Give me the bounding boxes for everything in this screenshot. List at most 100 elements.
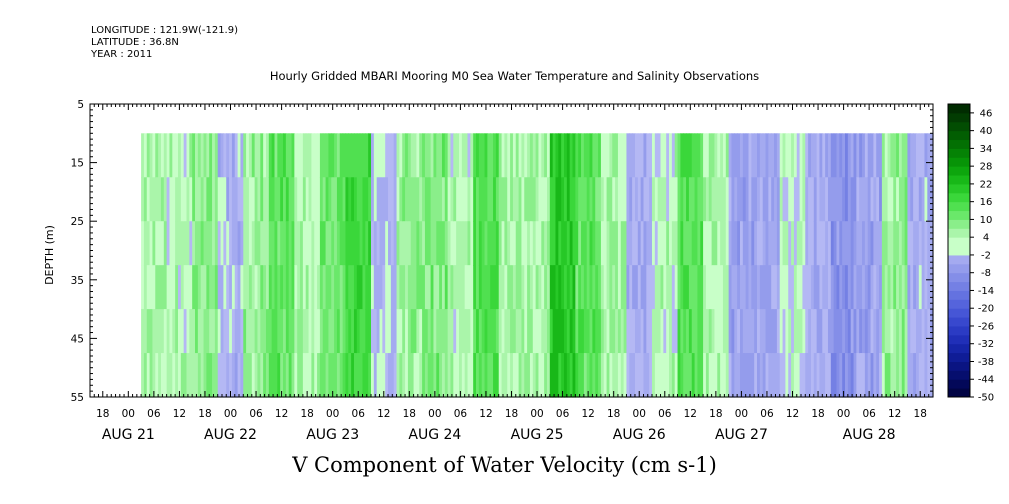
heatmap-cell xyxy=(535,309,540,354)
heatmap-cell xyxy=(896,309,900,354)
heatmap-cell xyxy=(149,353,154,398)
heatmap-cell xyxy=(842,221,846,266)
heatmap-cell xyxy=(691,221,696,266)
heatmap-cell xyxy=(311,309,315,354)
heatmap-cell xyxy=(481,221,486,266)
heatmap-cell xyxy=(405,133,409,178)
heatmap-cell xyxy=(711,309,716,354)
heatmap-cell xyxy=(898,133,903,178)
heatmap-cell xyxy=(172,177,176,222)
heatmap-cell xyxy=(660,133,664,178)
heatmap-cell xyxy=(504,309,508,354)
heatmap-cell xyxy=(146,353,151,398)
heatmap-cell xyxy=(697,177,701,222)
heatmap-cell xyxy=(586,177,591,222)
heatmap-cell xyxy=(714,133,718,178)
heatmap-cell xyxy=(626,353,630,398)
heatmap-cell xyxy=(285,265,290,310)
heatmap-cell xyxy=(748,177,752,222)
x-hour-tick-label: 18 xyxy=(198,408,211,420)
heatmap-cell xyxy=(822,133,826,178)
heatmap-cell xyxy=(504,177,508,222)
heatmap-cell xyxy=(206,353,210,398)
heatmap-cell xyxy=(407,265,412,310)
heatmap-cell xyxy=(890,309,894,354)
heatmap-cell xyxy=(535,353,540,398)
heatmap-cell xyxy=(623,133,628,178)
heatmap-cell xyxy=(195,177,199,222)
heatmap-cell xyxy=(342,133,347,178)
heatmap-cell xyxy=(223,309,227,354)
heatmap-cell xyxy=(774,265,778,310)
heatmap-cell xyxy=(521,221,525,266)
heatmap-cell xyxy=(634,133,639,178)
heatmap-cell xyxy=(422,309,426,354)
heatmap-cell xyxy=(870,133,874,178)
heatmap-cell xyxy=(439,265,443,310)
heatmap-cell xyxy=(722,177,727,222)
heatmap-cell xyxy=(314,221,318,266)
heatmap-cell xyxy=(847,265,852,310)
heatmap-cell xyxy=(896,265,900,310)
heatmap-cell xyxy=(632,353,636,398)
colorbar-segment xyxy=(948,379,970,389)
heatmap-cell xyxy=(328,221,332,266)
heatmap-cell xyxy=(436,353,440,398)
heatmap-cell xyxy=(481,309,486,354)
heatmap-cell xyxy=(342,309,347,354)
heatmap-cell xyxy=(799,133,804,178)
heatmap-cell xyxy=(816,177,821,222)
heatmap-cell xyxy=(163,177,168,222)
heatmap-cell xyxy=(845,353,849,398)
heatmap-cell xyxy=(737,265,741,310)
heatmap-cell xyxy=(629,133,633,178)
heatmap-cell xyxy=(155,221,159,266)
heatmap-cell xyxy=(691,133,696,178)
heatmap-cell xyxy=(192,265,196,310)
y-tick-label: 25 xyxy=(71,216,84,228)
heatmap-cell xyxy=(748,265,752,310)
heatmap-cell xyxy=(776,221,781,266)
heatmap-cell xyxy=(467,221,471,266)
heatmap-cell xyxy=(833,265,838,310)
heatmap-cell xyxy=(839,133,843,178)
heatmap-cell xyxy=(700,353,704,398)
heatmap-cell xyxy=(549,265,554,310)
heatmap-cell xyxy=(649,265,653,310)
heatmap-cell xyxy=(195,221,199,266)
heatmap-cell xyxy=(907,265,911,310)
heatmap-cell xyxy=(677,133,681,178)
x-hour-tick-label: 18 xyxy=(709,408,722,420)
x-hour-tick-label: 00 xyxy=(224,408,237,420)
heatmap-cell xyxy=(643,353,647,398)
heatmap-cell xyxy=(847,133,852,178)
heatmap-cell xyxy=(836,353,840,398)
heatmap-cell xyxy=(799,177,804,222)
heatmap-cell xyxy=(209,353,213,398)
heatmap-cell xyxy=(257,221,261,266)
heatmap-cell xyxy=(254,353,259,398)
heatmap-cell xyxy=(427,177,432,222)
heatmap-cell xyxy=(538,265,542,310)
heatmap-cell xyxy=(612,353,616,398)
heatmap-cell xyxy=(825,221,829,266)
heatmap-cell xyxy=(427,265,432,310)
heatmap-cell xyxy=(765,265,769,310)
colorbar-label: -2 xyxy=(981,250,991,261)
heatmap-cell xyxy=(759,177,764,222)
heatmap-cell xyxy=(546,309,551,354)
heatmap-cell xyxy=(603,265,608,310)
heatmap-cell xyxy=(353,221,358,266)
colorbar-segment xyxy=(948,192,970,203)
heatmap-cell xyxy=(322,353,327,398)
heatmap-cell xyxy=(887,353,892,398)
heatmap-cell xyxy=(646,265,650,310)
heatmap-cell xyxy=(688,221,693,266)
heatmap-cell xyxy=(930,353,934,398)
heatmap-cell xyxy=(856,353,860,398)
heatmap-cell xyxy=(512,133,517,178)
heatmap-cell xyxy=(163,221,168,266)
heatmap-cell xyxy=(476,177,480,222)
heatmap-cell xyxy=(226,177,230,222)
heatmap-cell xyxy=(447,309,452,354)
